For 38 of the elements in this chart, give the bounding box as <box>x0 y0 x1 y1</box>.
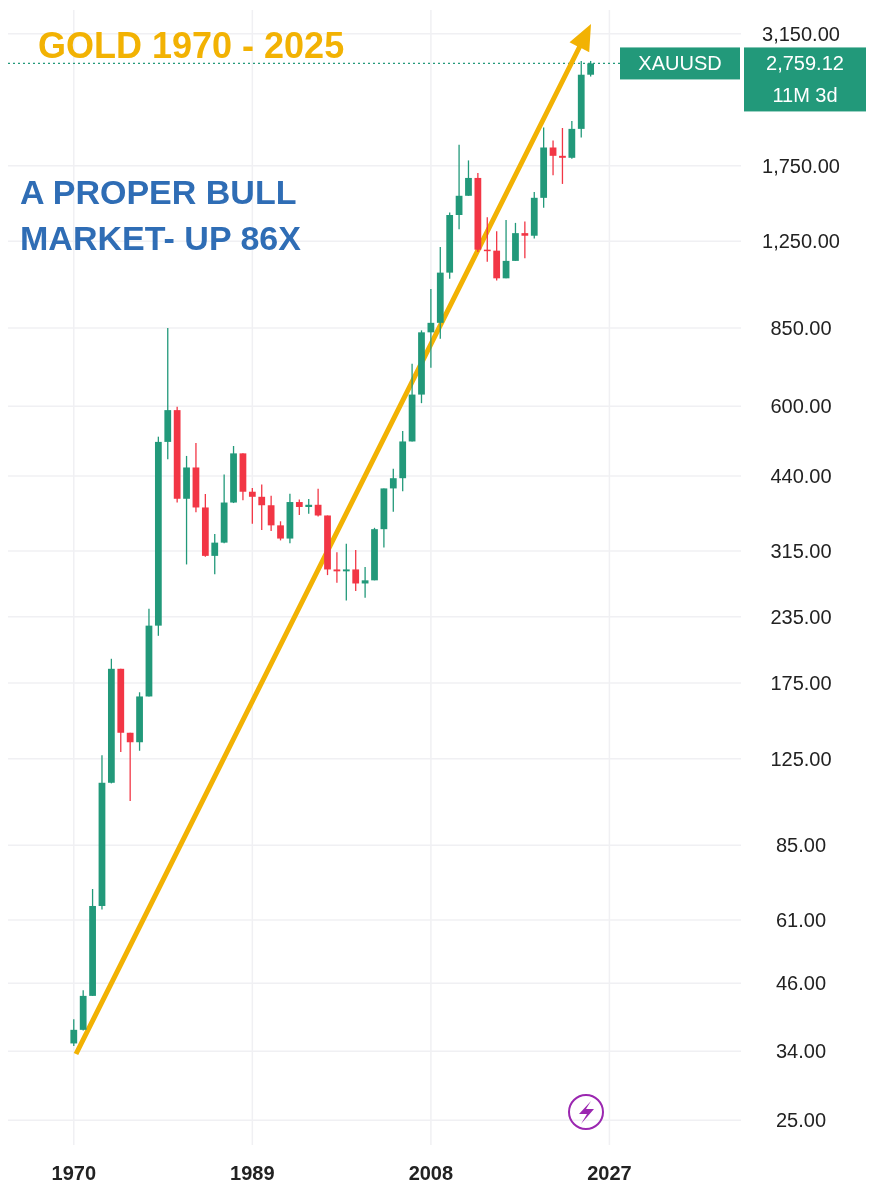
candlestick <box>342 543 350 602</box>
candlestick <box>352 549 360 592</box>
candlestick <box>267 495 275 532</box>
y-tick-label: 175.00 <box>770 672 832 695</box>
chart-title: GOLD 1970 - 2025 <box>38 25 345 66</box>
annotation: A PROPER BULL MARKET- UP 86X <box>20 173 302 257</box>
candlestick <box>333 551 341 584</box>
x-tick-label: 1970 <box>51 1162 97 1184</box>
y-tick-label: 25.00 <box>775 1109 827 1132</box>
x-tick-label: 2027 <box>587 1162 632 1184</box>
annotation: XAUUSD <box>638 52 722 75</box>
ref-line-label: 2,759.12 <box>766 52 844 75</box>
candlestick <box>258 483 266 531</box>
y-tick-label: 1,250.00 <box>762 230 840 253</box>
candlestick <box>559 127 566 185</box>
candlestick <box>248 487 256 525</box>
y-tick-label: 235.00 <box>770 605 832 628</box>
y-tick-label: 1,750.00 <box>762 154 840 177</box>
y-tick-label: 850.00 <box>770 317 832 339</box>
y-tick-label: 61.00 <box>775 908 827 931</box>
candlestick <box>521 220 529 259</box>
y-tick-label: 315.00 <box>770 540 832 563</box>
y-tick-label: 3,150.00 <box>762 22 840 45</box>
y-tick-label: 34.00 <box>775 1040 827 1063</box>
x-tick-label: 1989 <box>230 1162 275 1184</box>
candlestick <box>211 533 219 575</box>
candlestick <box>389 468 397 513</box>
candlestick <box>126 732 134 802</box>
y-tick-label: 125.00 <box>770 747 832 770</box>
x-tick-label: 2008 <box>408 1162 454 1184</box>
y-tick-label: 440.00 <box>770 464 832 487</box>
y-tick-label: 46.00 <box>775 972 827 995</box>
y-tick-label: 85.00 <box>775 834 827 857</box>
candlestick <box>70 1018 78 1047</box>
y-tick-label: 600.00 <box>770 395 832 418</box>
candlestick <box>465 159 472 197</box>
text: 11M 3d <box>772 84 838 107</box>
candlestick <box>277 520 284 542</box>
